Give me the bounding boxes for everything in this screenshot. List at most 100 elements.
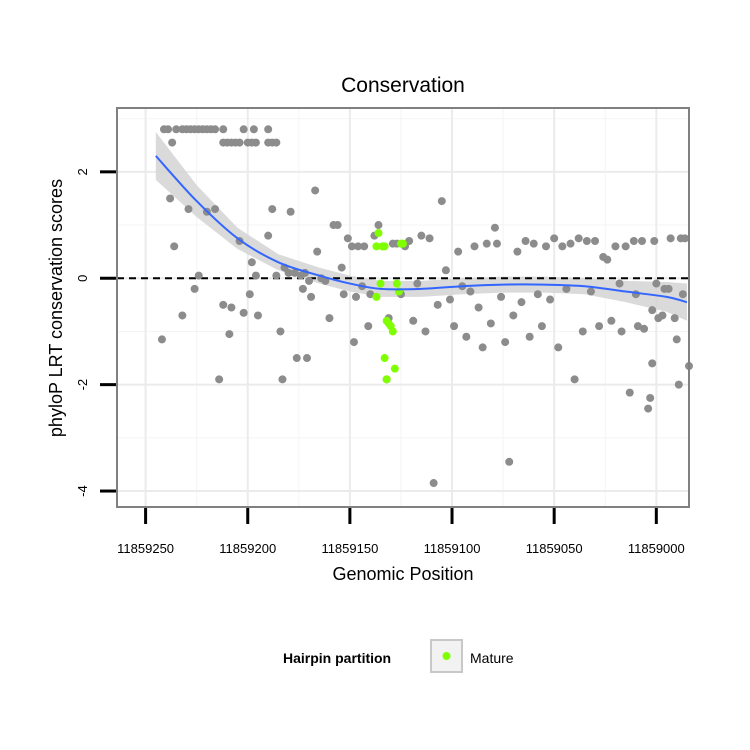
x-tick-label: 11859000 [628,541,685,556]
data-point-other [433,300,442,309]
legend: Hairpin partition Mature [283,639,514,673]
data-point-other [413,279,422,288]
data-point-other [272,271,281,280]
data-point-other [678,290,687,299]
chart-title: Conservation [341,74,465,97]
x-tick-label: 11859150 [321,541,378,556]
data-point-other [245,290,254,299]
data-point-other [478,343,487,352]
data-point-other [166,194,175,203]
data-point-other [509,311,518,320]
legend-swatch-mature [442,652,451,660]
data-point-other [307,292,316,301]
x-axis: 11859250 11859200 11859150 11859100 11859050… [117,508,685,556]
data-point-mature [372,292,381,301]
data-point-other [235,138,244,147]
smooth-curve [155,155,688,304]
data-point-other [366,290,375,299]
data-point-other [607,316,616,325]
data-point-other [421,327,430,336]
data-point-other [354,242,363,251]
data-point-other [227,303,236,312]
data-point-other [615,279,624,288]
data-point-other [276,327,285,336]
data-point-other [658,311,667,320]
legend-label-mature: Mature [470,650,514,666]
x-axis-title: Genomic Position [332,564,473,584]
data-point-mature [390,364,399,373]
data-point-other [405,237,414,245]
data-point-other [537,322,546,331]
data-point-other [333,221,342,230]
data-point-other [251,271,260,280]
data-point-other [251,138,260,147]
plot-panel [117,108,689,507]
data-point-other [298,284,307,293]
data-point-other [617,327,626,336]
data-point-other [239,308,248,317]
data-point-other [505,457,514,466]
data-point-other [247,258,256,267]
data-point-other [178,311,187,320]
data-point-other [172,125,181,134]
data-point-other [546,295,555,304]
data-point-other [633,322,642,331]
data-point-other [450,322,459,331]
data-point-other [533,290,542,299]
data-point-other [470,242,479,251]
data-point-other [268,205,277,214]
data-point-other [462,332,471,341]
y-tick-label: -4 [75,485,90,497]
data-point-mature [392,279,401,288]
data-point-other [586,287,595,296]
data-point-other [215,375,224,384]
data-point-other [360,242,369,251]
data-point-mature [382,375,391,384]
data-point-other [578,327,587,336]
data-point-other [562,284,571,293]
data-point-other [311,186,320,195]
data-point-other [501,338,510,347]
data-point-other [239,125,248,134]
data-point-other [492,239,501,248]
data-point-other [554,343,563,352]
data-point-other [325,314,334,323]
data-point-other [253,311,262,320]
data-point-other [437,197,446,206]
data-point-other [664,284,673,293]
data-point-other [558,242,567,251]
data-point-other [337,263,346,272]
data-point-other [264,125,273,134]
data-point-mature [376,279,385,288]
data-point-other [591,237,600,245]
data-point-other [347,242,356,251]
grid-lines [117,108,689,507]
data-point-other [629,237,638,245]
data-point-other [409,316,418,325]
data-point-other [550,234,559,243]
data-point-other [286,207,295,216]
data-point-mature [372,242,381,251]
data-point-other [513,247,522,256]
data-point-other [648,359,657,368]
data-point-other [278,375,287,384]
data-point-other [640,324,649,333]
data-point-other [194,271,203,280]
data-point-other [570,375,579,384]
y-tick-label: -2 [75,379,90,391]
y-axis-title: phyloP LRT conservation scores [46,179,66,437]
data-point-other [525,332,534,341]
data-point-other [638,237,647,245]
data-point-other [490,223,499,232]
data-point-other [521,237,530,245]
y-tick-label: 0 [75,275,90,282]
data-point-mature [380,354,389,363]
x-tick-label: 11859100 [424,541,481,556]
data-point-other [672,335,681,344]
data-point-other [184,205,193,214]
data-point-other [466,287,475,296]
data-point-other [219,300,228,309]
data-point-other [652,279,661,288]
data-point-other [441,266,450,275]
x-tick-label: 11859200 [219,541,276,556]
